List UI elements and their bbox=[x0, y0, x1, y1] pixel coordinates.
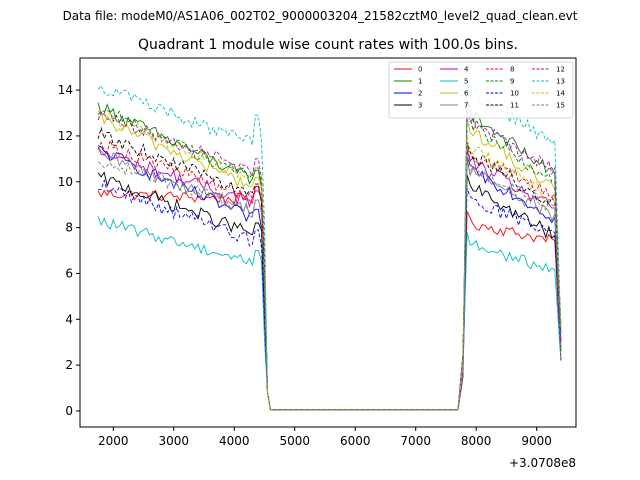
plot-area: 2000 3000 4000 5000 6000 7000 8000 9000 0246810… bbox=[58, 57, 577, 470]
legend-label-6: 6 bbox=[464, 90, 469, 98]
x-tick-label: 9000 bbox=[521, 434, 552, 448]
legend-label-9: 9 bbox=[510, 78, 514, 86]
x-tick-label: 8000 bbox=[461, 434, 492, 448]
x-tick-label: 6000 bbox=[340, 434, 371, 448]
x-tick-label: 5000 bbox=[279, 434, 310, 448]
legend-label-0: 0 bbox=[418, 66, 422, 74]
y-axis: 0 2 4 6 8 10 12 14 bbox=[58, 83, 80, 418]
series-15-line bbox=[97, 156, 562, 411]
legend-label-2: 2 bbox=[418, 90, 422, 98]
legend-label-15: 15 bbox=[556, 102, 565, 110]
y-tick-label: 4 bbox=[65, 312, 73, 326]
series-12-line bbox=[97, 110, 562, 411]
legend-label-7: 7 bbox=[464, 102, 468, 110]
y-tick-label: 6 bbox=[65, 266, 73, 280]
x-tick-label: 4000 bbox=[219, 434, 250, 448]
legend-label-10: 10 bbox=[510, 90, 519, 98]
legend-label-14: 14 bbox=[556, 90, 565, 98]
x-tick-label: 3000 bbox=[158, 434, 189, 448]
plot-background bbox=[80, 58, 576, 427]
x-tick-label: 2000 bbox=[98, 434, 129, 448]
legend-label-5: 5 bbox=[464, 78, 468, 86]
y-tick-label: 10 bbox=[58, 175, 73, 189]
y-tick-label: 0 bbox=[65, 404, 73, 418]
x-axis: 2000 3000 4000 5000 6000 7000 8000 9000 bbox=[98, 427, 552, 448]
chart-suptitle: Data file: modeM0/AS1A06_002T02_90000032… bbox=[63, 9, 578, 23]
legend-label-12: 12 bbox=[556, 66, 565, 74]
legend-label-8: 8 bbox=[510, 66, 514, 74]
y-tick-label: 8 bbox=[65, 221, 73, 235]
legend-label-11: 11 bbox=[510, 102, 519, 110]
series-0-line bbox=[97, 185, 562, 411]
y-tick-label: 2 bbox=[65, 358, 73, 372]
y-tick-label: 14 bbox=[58, 83, 73, 97]
legend-label-4: 4 bbox=[464, 66, 469, 74]
legend-frame bbox=[388, 61, 574, 119]
series-10-line bbox=[98, 178, 562, 411]
legend-label-13: 13 bbox=[556, 78, 565, 86]
series-1-line bbox=[97, 101, 562, 411]
series-8-line bbox=[97, 138, 562, 411]
legend-label-3: 3 bbox=[418, 102, 422, 110]
x-offset-label: +3.0708e8 bbox=[509, 456, 576, 470]
series-6-line bbox=[98, 111, 562, 411]
x-tick-label: 7000 bbox=[400, 434, 431, 448]
series-11-line bbox=[97, 126, 562, 411]
plot-frame bbox=[79, 57, 577, 428]
series-5-line bbox=[97, 215, 562, 411]
legend-label-1: 1 bbox=[418, 78, 422, 86]
y-tick-label: 12 bbox=[58, 129, 73, 143]
series-7-line bbox=[97, 147, 562, 411]
chart-title: Quadrant 1 module wise count rates with … bbox=[138, 37, 518, 53]
